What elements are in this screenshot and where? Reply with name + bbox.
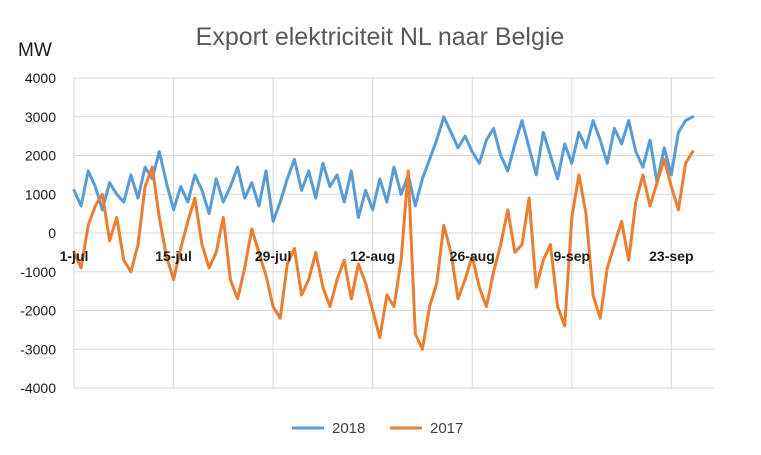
- y-tick-label: 3000: [25, 109, 56, 125]
- y-tick-label: 0: [48, 225, 56, 241]
- chart-title: Export elektriciteit NL naar Belgie: [196, 23, 565, 51]
- grid: [73, 77, 714, 389]
- x-tick-label: 1-jul: [60, 248, 89, 264]
- y-tick-label: 2000: [25, 148, 56, 164]
- legend-label-2018: 2018: [332, 420, 365, 437]
- series-line-2018: [72, 115, 695, 223]
- x-tick-label: 15-jul: [155, 248, 192, 264]
- x-tick-label: 9-sep: [553, 248, 590, 264]
- y-tick-label: -2000: [20, 303, 56, 319]
- x-tick-label: 23-sep: [649, 248, 693, 264]
- series-lines: [72, 115, 695, 351]
- x-tick-label: 26-aug: [450, 248, 495, 264]
- series-line-2017: [72, 150, 695, 351]
- y-tick-label: -3000: [20, 341, 56, 357]
- x-axis-tick-labels: 1-jul 15-jul 29-jul 12-aug 26-aug 9-sep 23-sep: [60, 248, 694, 264]
- x-tick-label: 29-jul: [255, 248, 292, 264]
- x-tick-label: 12-aug: [350, 248, 395, 264]
- y-tick-label: -4000: [20, 380, 56, 396]
- legend: 2018 2017: [292, 420, 463, 437]
- y-tick-label: -1000: [20, 264, 56, 280]
- y-tick-label: 4000: [25, 70, 56, 86]
- y-axis-tick-labels: 4000 3000 2000 1000 0 -1000 -2000 -3000 -4000: [20, 70, 56, 396]
- y-tick-label: 1000: [25, 186, 56, 202]
- legend-label-2017: 2017: [430, 420, 463, 437]
- y-axis-unit-label: MW: [18, 40, 52, 61]
